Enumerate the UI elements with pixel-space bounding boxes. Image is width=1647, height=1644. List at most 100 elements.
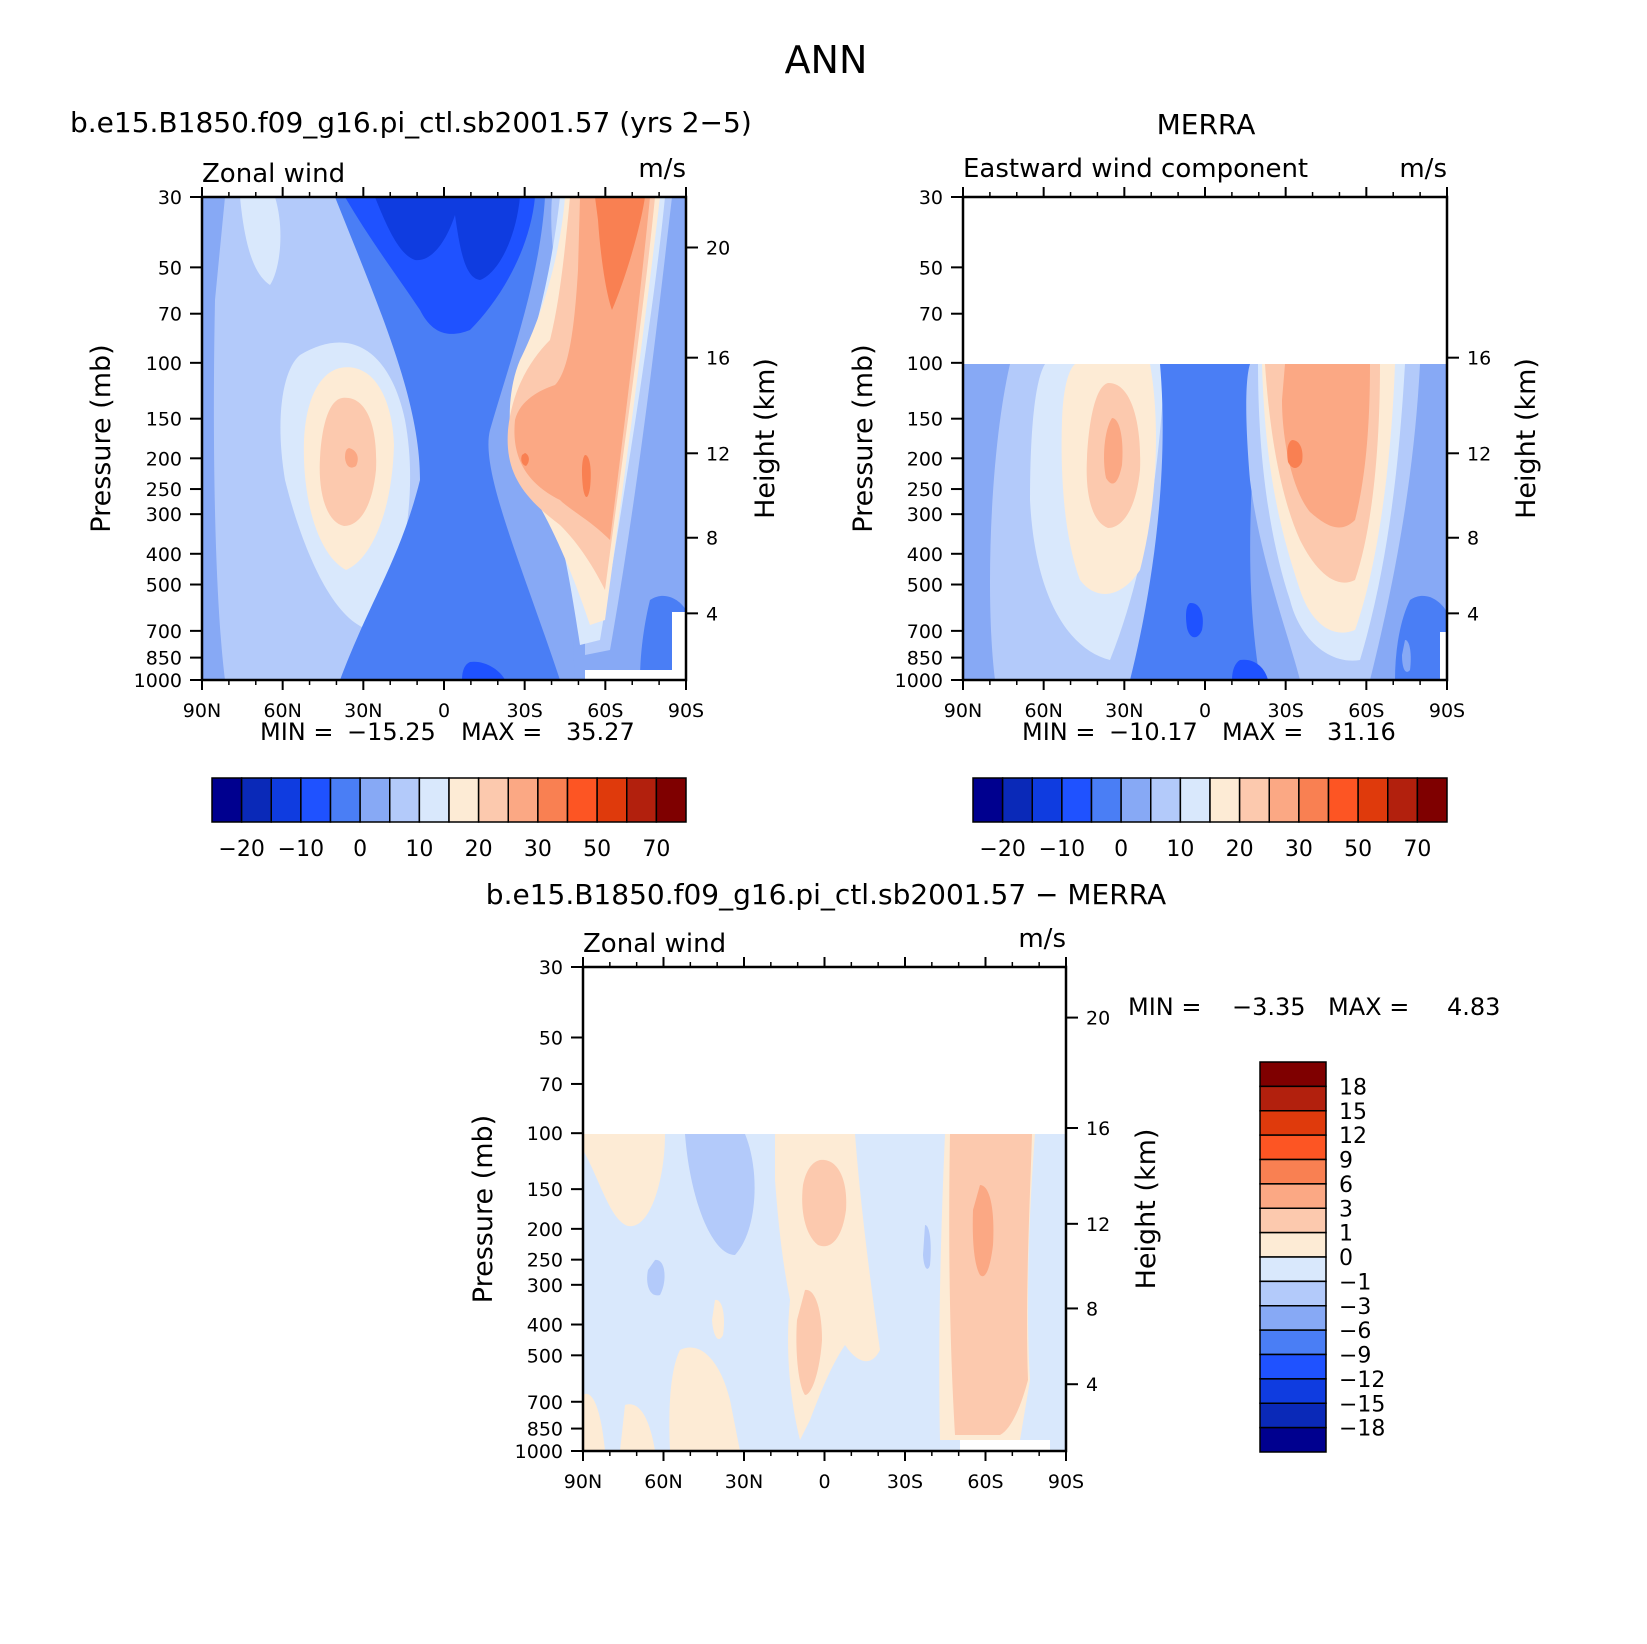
colorbar-label: 0 [1339,1246,1353,1271]
contour-band [960,1440,1050,1451]
y-tick-label: 700 [907,621,943,643]
contour-band [581,455,591,497]
colorbar-label: −15 [1339,1392,1385,1417]
panel-left-label: Zonal wind [583,929,726,959]
y-right-tick-label: 20 [1086,1008,1110,1030]
colorbar-box [1259,1207,1327,1234]
y-right-tick-label: 20 [706,237,730,259]
plot-axes: 90N 60N 30N 0 30S 60S 90S 30 50 70 100 150 200 250 300… [468,957,1162,1493]
colorbar-box [1061,777,1093,823]
y-right-tick-label: 16 [706,348,730,370]
x-tick-label: 90N [944,700,982,722]
x-tick-label: 60N [1024,700,1062,722]
colorbar-label: 30 [524,837,552,862]
figure-title: ANN [785,38,868,82]
min-label: MIN = [1022,718,1095,746]
contour-band [1282,364,1370,528]
colorbar-box [1259,1110,1327,1136]
colorbar-box [566,777,598,823]
stats-line: MIN = −15.25 MAX = 35.27 [260,718,635,746]
contour-band [949,1134,1032,1435]
colorbar-label: 20 [1226,837,1254,862]
contour-band [972,1185,994,1277]
panel-model: b.e15.B1850.f09_g16.pi_ctl.sb2001.57 (yr… [70,106,781,862]
colorbar-box [1120,777,1152,823]
colorbar-label: 15 [1339,1100,1367,1125]
y-tick-label: 400 [907,544,943,566]
x-tick-label: 60N [263,700,301,722]
contour-band [240,197,281,285]
colorbar-label: 0 [353,837,367,862]
y-tick-label: 850 [907,648,943,670]
x-tick-label: 30S [887,1471,923,1493]
colorbar-label: 20 [465,837,493,862]
colorbar-box [270,777,302,823]
x-tick-label: 60S [967,1471,1003,1493]
contour-band [583,1393,605,1451]
contour-band [583,1134,665,1227]
colorbar-label: 30 [1285,837,1313,862]
x-tick-label: 30N [344,700,382,722]
y-tick-label: 250 [907,479,943,501]
x-tick-label: 60S [587,700,623,722]
colorbar-label: −20 [218,837,264,862]
colorbar-label: 70 [642,837,670,862]
colorbar-label: −3 [1339,1295,1371,1320]
panel-title: b.e15.B1850.f09_g16.pi_ctl.sb2001.57 (yr… [70,106,752,139]
y-tick-label: 250 [527,1250,563,1272]
colorbar-box [1179,777,1211,823]
colorbar-box [1268,777,1300,823]
y-right-axis-label: Height (km) [750,358,781,519]
colorbar-box [1357,777,1389,823]
y-right-tick-label: 4 [706,603,718,625]
contour-band [923,1225,931,1269]
contour-band [796,1289,822,1395]
contour-band [462,661,505,680]
y-tick-label: 850 [146,648,182,670]
no-data-region [583,967,1066,1134]
colorbar-box [1259,1329,1327,1356]
colorbar: −20 −10 0 10 20 30 50 70 [211,777,687,862]
y-tick-label: 150 [146,409,182,431]
colorbar-box [1001,777,1033,823]
colorbar-label: 70 [1403,837,1431,862]
plot-axes: 90N 60N 30N 0 30S 60S 90S 30 50 70 100 150 200 250 300… [86,187,781,722]
colorbar-box [477,777,509,823]
x-tick-label: 60S [1348,700,1384,722]
colorbar-label: −9 [1339,1344,1371,1369]
colorbar-box [300,777,332,823]
colorbar-box [972,777,1004,823]
colorbar-label: −6 [1339,1319,1371,1344]
x-tick-label: 60N [644,1471,682,1493]
colorbar-label: −10 [278,837,324,862]
y-right-tick-label: 4 [1467,603,1479,625]
y-tick-label: 200 [146,448,182,470]
max-label: MAX = [1222,718,1303,746]
contour-band [335,197,560,680]
colorbar-label: 10 [1166,837,1194,862]
colorbar-label: −1 [1339,1270,1371,1295]
panel-units: m/s [1399,154,1447,184]
colorbar-box [1259,1061,1327,1088]
colorbar-box [1259,1402,1327,1429]
colorbar-box [537,777,569,823]
y-right-tick-label: 16 [1086,1118,1110,1140]
y-tick-label: 200 [527,1219,563,1241]
y-tick-label: 300 [146,504,182,526]
y-tick-label: 70 [539,1074,563,1096]
colorbar-label: 12 [1339,1124,1367,1149]
colorbar-box [1150,777,1182,823]
colorbar: −20 −10 0 10 20 30 50 70 [972,777,1448,862]
panel-title: b.e15.B1850.f09_g16.pi_ctl.sb2001.57 − M… [486,878,1166,911]
y-tick-label: 30 [158,187,182,209]
y-right-tick-label: 12 [1086,1214,1110,1236]
max-label: MAX = [1328,993,1409,1021]
y-tick-label: 30 [919,187,943,209]
y-tick-label: 250 [146,479,182,501]
colorbar-box [1238,777,1270,823]
colorbar-box [1298,777,1330,823]
colorbar-box [507,777,539,823]
colorbar-label: −18 [1339,1417,1385,1442]
max-value: 4.83 [1447,993,1500,1021]
colorbar-label: 50 [583,837,611,862]
